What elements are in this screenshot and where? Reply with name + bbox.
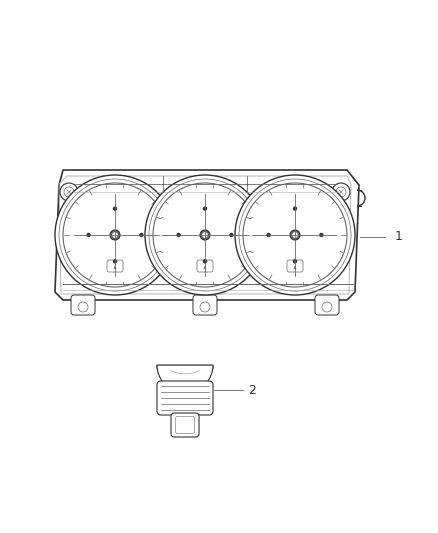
Circle shape [267,233,270,237]
Circle shape [113,232,117,238]
FancyBboxPatch shape [157,381,213,415]
Circle shape [332,183,350,201]
Circle shape [204,207,206,210]
Circle shape [110,230,120,240]
Circle shape [293,207,297,210]
Circle shape [200,230,210,240]
Text: 1: 1 [395,230,403,244]
Circle shape [113,260,117,263]
Circle shape [63,183,167,287]
Circle shape [322,302,332,312]
FancyBboxPatch shape [107,260,123,272]
Circle shape [145,175,265,295]
FancyBboxPatch shape [193,295,217,315]
Circle shape [140,233,143,237]
Circle shape [290,230,300,240]
Polygon shape [55,170,359,300]
Circle shape [153,183,257,287]
FancyBboxPatch shape [197,260,213,272]
FancyBboxPatch shape [71,295,95,315]
Circle shape [293,232,297,238]
FancyBboxPatch shape [287,260,303,272]
Circle shape [177,233,180,237]
Circle shape [293,260,297,263]
Circle shape [243,183,347,287]
Circle shape [113,207,117,210]
Circle shape [87,233,90,237]
Circle shape [235,175,355,295]
Circle shape [200,302,210,312]
Circle shape [60,183,78,201]
Wedge shape [157,365,213,393]
Circle shape [78,302,88,312]
Circle shape [202,232,208,238]
FancyBboxPatch shape [171,413,199,437]
FancyBboxPatch shape [315,295,339,315]
Circle shape [320,233,323,237]
Circle shape [55,175,175,295]
Text: 2: 2 [248,384,256,397]
Circle shape [204,260,206,263]
Circle shape [230,233,233,237]
